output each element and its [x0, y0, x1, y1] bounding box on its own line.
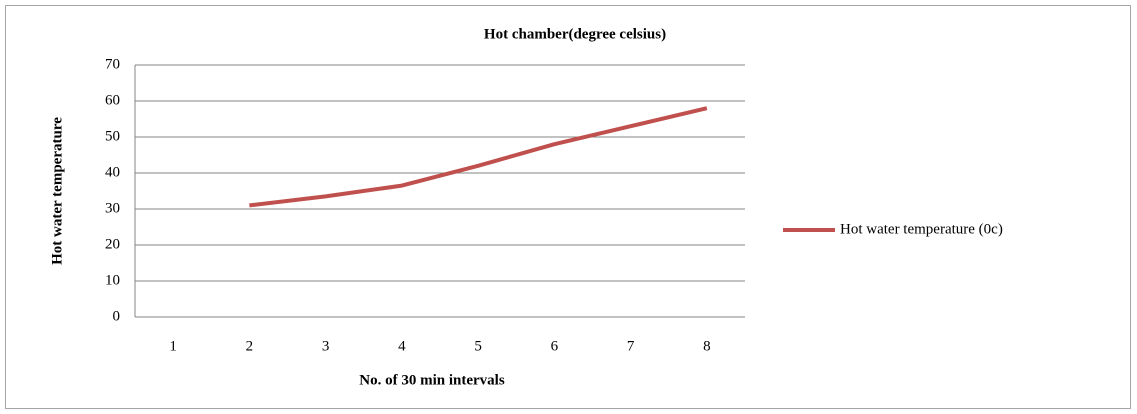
x-tick-label: 6 — [551, 338, 559, 354]
x-tick-label: 3 — [322, 338, 330, 354]
y-tick-label: 30 — [105, 200, 120, 216]
y-tick-label: 40 — [105, 164, 120, 180]
x-tick-label: 1 — [169, 338, 177, 354]
x-tick-label: 7 — [627, 338, 635, 354]
x-tick-label: 4 — [398, 338, 406, 354]
chart-title: Hot chamber(degree celsius) — [484, 26, 666, 42]
y-tick-label: 10 — [105, 272, 120, 288]
chart-frame — [5, 5, 1131, 409]
data-line — [249, 106, 708, 208]
x-tick-label: 2 — [246, 338, 254, 354]
y-tick-label: 0 — [113, 308, 121, 324]
legend-label: Hot water temperature (0c) — [840, 221, 1003, 237]
y-tick-label: 60 — [105, 92, 120, 108]
x-axis-label: No. of 30 min intervals — [359, 372, 505, 388]
y-axis-label: Hot water temperature — [49, 117, 65, 265]
y-tick-label: 50 — [105, 128, 120, 144]
y-tick-label: 20 — [105, 236, 120, 252]
y-tick-label: 70 — [105, 56, 120, 72]
x-tick-label: 8 — [703, 338, 711, 354]
x-tick-label: 5 — [474, 338, 482, 354]
